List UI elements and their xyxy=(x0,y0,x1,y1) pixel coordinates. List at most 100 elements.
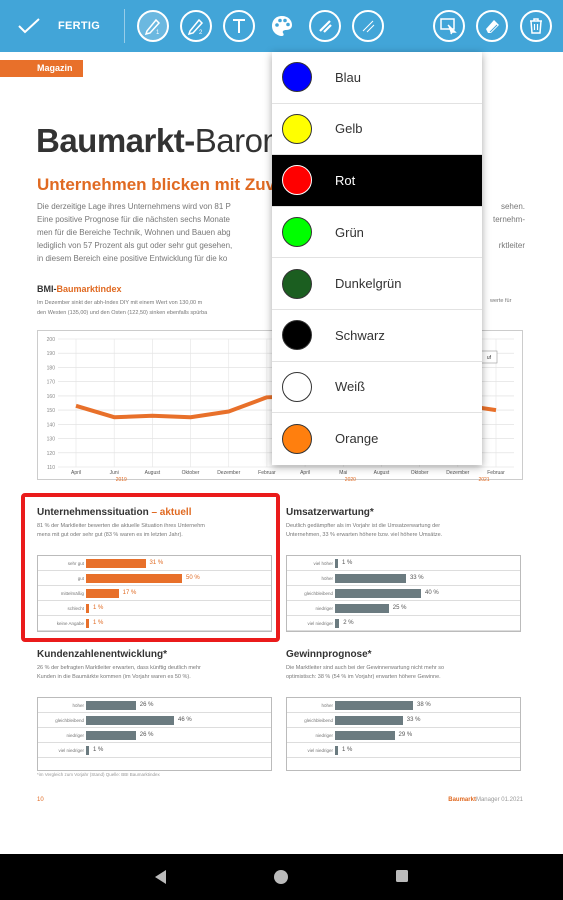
home-icon[interactable] xyxy=(273,869,289,885)
bar-row: viel höher 1 % xyxy=(287,556,520,571)
bar-row: mittelmäßig 17 % xyxy=(38,586,271,601)
bar xyxy=(335,574,406,583)
bar-category-label: keine Angabe xyxy=(56,621,84,626)
color-swatch xyxy=(282,268,312,299)
bar-value-label: 17 % xyxy=(122,590,137,596)
svg-text:2: 2 xyxy=(199,30,203,35)
section-profit-title: Gewinnprognose* xyxy=(286,649,372,660)
intro-text: Die derzeitige Lage ihres Unternehmens w… xyxy=(37,202,233,263)
bar xyxy=(86,731,136,740)
chart-y-tick-label: 110 xyxy=(47,465,55,471)
chart-y-tick-label: 180 xyxy=(47,365,56,371)
chart-y-tick-label: 200 xyxy=(47,337,56,343)
bar-category-label: viel niedriger xyxy=(58,748,84,753)
chart-y-tick-label: 190 xyxy=(47,351,56,357)
color-item-red[interactable]: Rot xyxy=(272,155,482,207)
bar xyxy=(335,716,403,725)
color-item-white[interactable]: Weiß xyxy=(272,362,482,414)
red-annotation-stroke[interactable] xyxy=(21,493,280,642)
bar-row: keine Angabe 1 % xyxy=(38,616,271,631)
bmi-title: BMI-Baumarktindex xyxy=(37,284,122,294)
eraser-icon[interactable] xyxy=(476,10,508,42)
svg-text:1: 1 xyxy=(156,30,160,35)
chart-y-tick-label: 170 xyxy=(47,380,56,386)
bar-value-label: 1 % xyxy=(93,605,104,611)
page-footer: BaumarktManager 01.2021 xyxy=(448,797,523,803)
bar xyxy=(335,731,395,740)
customers-bar-chart: höher 26 % gleichbleibend 46 % niedriger 26 %… xyxy=(37,697,272,771)
bar xyxy=(335,559,338,568)
stroke-thick-icon[interactable] xyxy=(309,10,342,42)
section-situation-title: Unternehmenssituation – aktuell xyxy=(37,507,192,518)
checkmark-icon xyxy=(18,18,40,34)
pen-1-icon[interactable]: 1 xyxy=(137,10,170,42)
bar-category-label: viel höher xyxy=(313,561,333,566)
bar-row: gleichbleibend 33 % xyxy=(287,713,520,728)
recents-icon[interactable] xyxy=(395,869,409,883)
bar-value-label: 1 % xyxy=(342,560,353,566)
color-item-orange[interactable]: Orange xyxy=(272,413,482,465)
color-item-darkgreen[interactable]: Dunkelgrün xyxy=(272,258,482,310)
chart-x-tick-label: Mai xyxy=(339,470,347,476)
situation-bar-chart: sehr gut 31 % gut 50 % mittelmäßig 17 % schlec… xyxy=(37,555,272,632)
bar xyxy=(86,746,89,755)
bar-category-label: niedriger xyxy=(315,733,333,738)
bar xyxy=(86,716,174,725)
color-swatch xyxy=(282,320,312,351)
chart-year-label: 2020 xyxy=(345,477,356,481)
color-item-blue[interactable]: Blau xyxy=(272,52,482,104)
color-item-green[interactable]: Grün xyxy=(272,207,482,259)
stroke-thin-icon[interactable] xyxy=(352,10,385,42)
stamp-icon[interactable] xyxy=(433,10,465,42)
trash-icon[interactable] xyxy=(520,10,552,42)
bar-value-label: 26 % xyxy=(139,702,154,708)
bar-row: höher 33 % xyxy=(287,571,520,586)
profit-bar-chart: höher 38 % gleichbleibend 33 % niedriger 29 %… xyxy=(286,697,521,771)
bar xyxy=(86,604,89,613)
bar-category-label: gut xyxy=(77,576,84,581)
color-swatch xyxy=(282,113,312,144)
bar xyxy=(86,574,182,583)
bar xyxy=(335,701,413,710)
bmi-text-right: werte für xyxy=(490,298,512,304)
bar-row: viel niedriger 1 % xyxy=(287,743,520,758)
color-swatch xyxy=(282,423,312,454)
bar-value-label: 40 % xyxy=(425,590,439,596)
color-swatch xyxy=(282,217,312,248)
bar-value-label: 50 % xyxy=(186,575,200,581)
bar-category-label: viel niedriger xyxy=(307,748,333,753)
bar-row: niedriger 26 % xyxy=(38,728,271,743)
bar-category-label: schlecht xyxy=(67,606,84,611)
done-label: FERTIG xyxy=(58,20,101,32)
bar xyxy=(86,619,89,628)
bar-category-label: höher xyxy=(72,703,84,708)
done-button[interactable]: FERTIG xyxy=(0,0,124,52)
color-item-black[interactable]: Schwarz xyxy=(272,310,482,362)
system-nav-bar xyxy=(0,854,563,900)
bar-category-label: höher xyxy=(321,703,333,708)
pen-2-icon[interactable]: 2 xyxy=(180,10,213,42)
bar-category-label: niedriger xyxy=(66,733,84,738)
chart-x-tick-label: Oktober xyxy=(182,470,200,476)
intro-text-right: sehen. ternehm- rktleiter xyxy=(492,202,525,250)
bar xyxy=(335,746,338,755)
bar-value-label: 31 % xyxy=(149,560,164,566)
annotation-toolbar: FERTIG 1 2 xyxy=(0,0,563,52)
text-icon[interactable] xyxy=(223,10,256,42)
chart-y-tick-label: 160 xyxy=(47,394,56,400)
bar-row: gleichbleibend 46 % xyxy=(38,713,271,728)
color-item-yellow[interactable]: Gelb xyxy=(272,104,482,156)
back-icon[interactable] xyxy=(153,869,167,885)
chart-x-tick-label: August xyxy=(374,470,390,476)
bar-value-label: 33 % xyxy=(406,717,421,723)
bar-value-label: 26 % xyxy=(139,732,154,738)
revenue-bar-chart: viel höher 1 % höher 33 % gleichbleibend 40 %… xyxy=(286,555,521,632)
page-number: 10 xyxy=(37,797,44,803)
bar-value-label: 1 % xyxy=(93,620,104,626)
palette-icon[interactable] xyxy=(266,10,298,42)
chart-year-label: 2019 xyxy=(116,477,127,481)
color-swatch xyxy=(282,165,312,196)
bar-row: höher 38 % xyxy=(287,698,520,713)
bar-row: sehr gut 31 % xyxy=(38,556,271,571)
bar-category-label: gleichbleibend xyxy=(55,718,84,723)
